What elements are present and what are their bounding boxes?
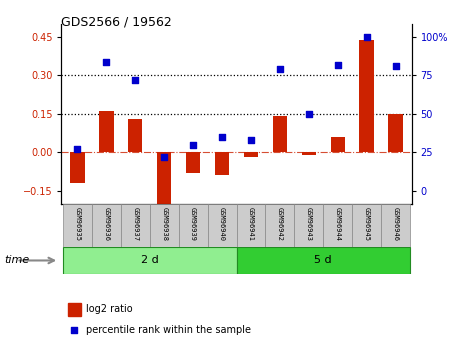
Bar	[63, 247, 236, 274]
Bar	[70, 152, 85, 183]
Bar	[323, 204, 352, 247]
Bar	[128, 119, 142, 152]
Text: GSM96936: GSM96936	[103, 207, 109, 241]
Text: GSM96944: GSM96944	[335, 207, 341, 241]
Bar	[272, 116, 287, 152]
Bar	[236, 247, 410, 274]
Bar	[63, 204, 92, 247]
Bar	[331, 137, 345, 152]
Bar	[157, 152, 171, 204]
Bar	[92, 204, 121, 247]
Point	[218, 134, 226, 140]
Text: 5 d: 5 d	[315, 256, 332, 265]
Point	[189, 142, 197, 147]
Point	[334, 62, 342, 67]
Bar	[179, 204, 208, 247]
Bar	[302, 152, 316, 155]
Bar	[244, 152, 258, 157]
Bar	[150, 204, 179, 247]
Point	[276, 67, 284, 72]
Text: GSM96940: GSM96940	[219, 207, 225, 241]
Bar	[121, 204, 150, 247]
Point	[70, 328, 78, 333]
Text: GSM96943: GSM96943	[306, 207, 312, 241]
Point	[131, 77, 139, 83]
Text: GSM96937: GSM96937	[132, 207, 138, 241]
Text: percentile rank within the sample: percentile rank within the sample	[86, 325, 251, 335]
Bar	[208, 204, 236, 247]
Point	[160, 154, 168, 160]
Text: 2 d: 2 d	[141, 256, 158, 265]
Text: GSM96946: GSM96946	[393, 207, 399, 241]
Text: GSM96945: GSM96945	[364, 207, 370, 241]
Bar	[381, 204, 410, 247]
Point	[392, 63, 399, 69]
Text: GSM96941: GSM96941	[248, 207, 254, 241]
Bar	[359, 40, 374, 152]
Bar	[236, 204, 265, 247]
Bar	[352, 204, 381, 247]
Point	[247, 137, 255, 143]
Bar	[388, 114, 403, 152]
Point	[103, 59, 110, 64]
Point	[363, 34, 370, 40]
Text: time: time	[5, 256, 30, 265]
Text: log2 ratio: log2 ratio	[86, 304, 132, 314]
Bar	[265, 204, 294, 247]
Bar	[294, 204, 323, 247]
Text: GDS2566 / 19562: GDS2566 / 19562	[61, 16, 172, 29]
Bar	[99, 111, 114, 152]
Bar	[215, 152, 229, 175]
Bar	[186, 152, 201, 173]
Text: GSM96939: GSM96939	[190, 207, 196, 241]
Bar	[69, 303, 81, 316]
Text: GSM96935: GSM96935	[74, 207, 80, 241]
Point	[74, 147, 81, 152]
Text: GSM96942: GSM96942	[277, 207, 283, 241]
Point	[305, 111, 313, 117]
Text: GSM96938: GSM96938	[161, 207, 167, 241]
